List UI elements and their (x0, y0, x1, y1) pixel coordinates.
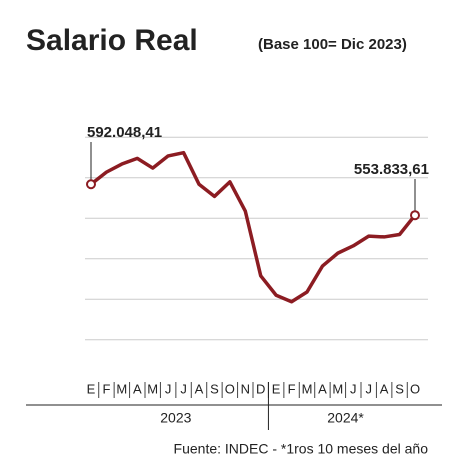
point (410, 210, 420, 221)
x-tick-label: S (395, 381, 404, 396)
x-tick-label: D (256, 381, 265, 396)
x-tick-label: E (87, 381, 96, 396)
year-label: 2023 (160, 410, 191, 426)
x-tick-label: A (133, 381, 142, 396)
x-tick-label: A (318, 381, 327, 396)
chart-subtitle: (Base 100= Dic 2023) (258, 36, 407, 53)
x-tick-label: J (350, 381, 357, 396)
series-line (89, 150, 417, 304)
x-tick-label: J (180, 381, 187, 396)
x-tick-label: A (380, 381, 389, 396)
x-tick-label: F (288, 381, 296, 396)
x-tick-label: F (102, 381, 110, 396)
x-tick-label: A (195, 381, 204, 396)
x-tick-label: J (165, 381, 172, 396)
x-tick-label: M (116, 381, 127, 396)
year-label: 2024* (327, 410, 364, 426)
point (86, 179, 96, 190)
source: Fuente: INDEC - *1ros 10 meses del año (174, 441, 429, 457)
x-tick-label: O (410, 381, 420, 396)
x-tick-label: E (272, 381, 281, 396)
chart-title: Salario Real (26, 24, 198, 57)
value-label: 592.048,41 (87, 124, 162, 141)
x-tick-label: M (302, 381, 313, 396)
value-label: 553.833,61 (354, 161, 429, 178)
x-tick-label: O (225, 381, 235, 396)
x-tick-label: N (241, 381, 250, 396)
x-tick-label: S (210, 381, 219, 396)
x-tick-label: M (147, 381, 158, 396)
x-tick-label: M (332, 381, 343, 396)
x-tick-label: J (365, 381, 372, 396)
